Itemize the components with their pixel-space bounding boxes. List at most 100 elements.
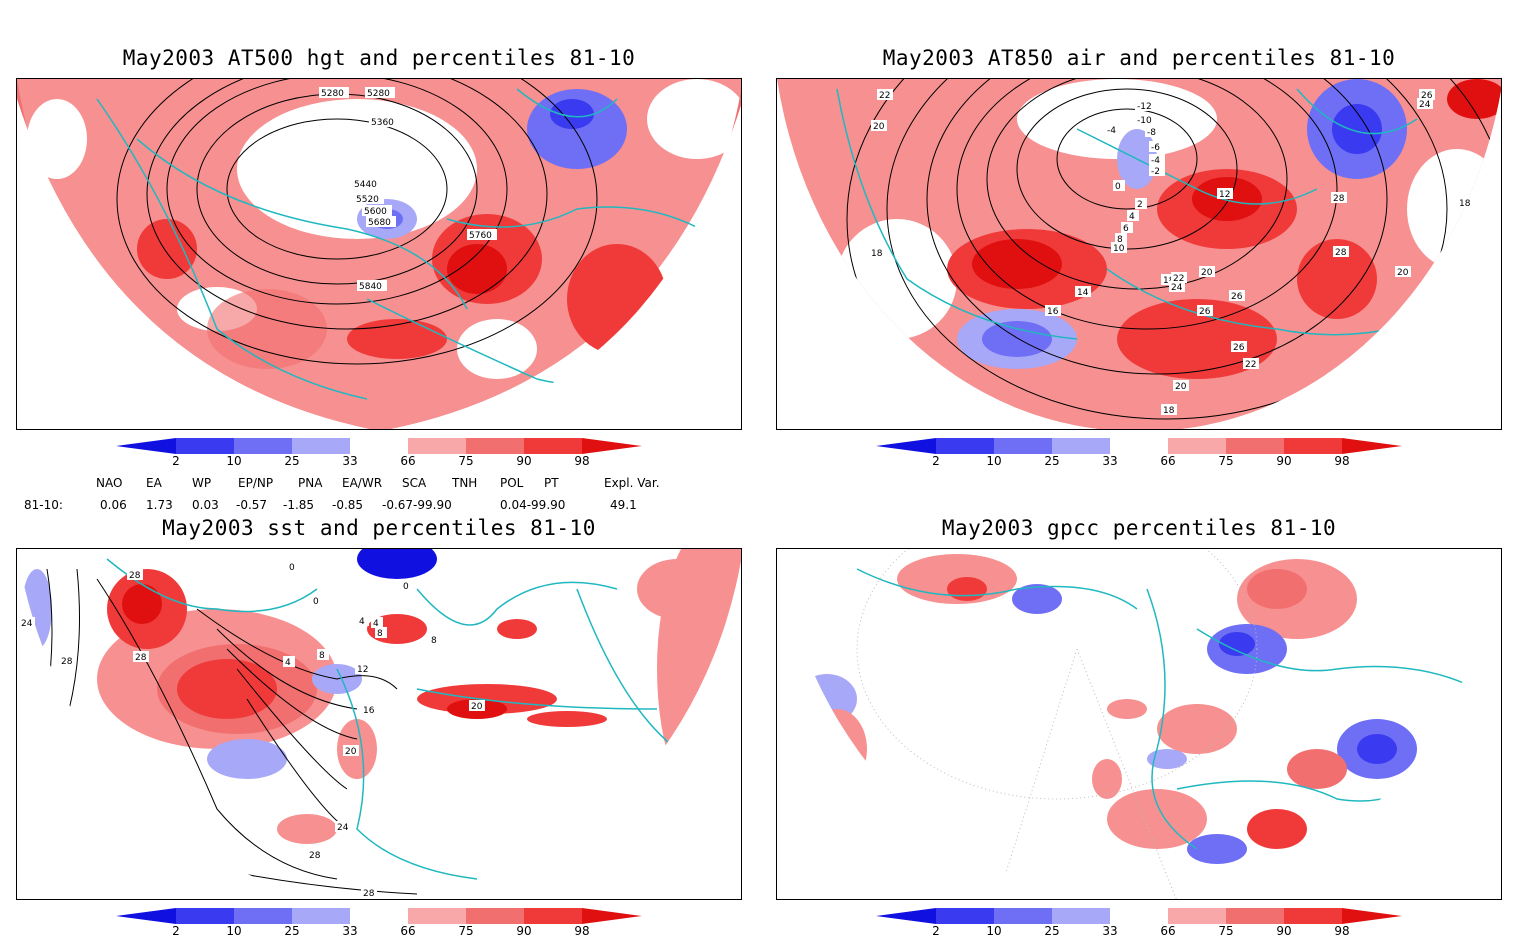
index-header: EA/WR [342,476,383,490]
svg-text:20: 20 [1201,268,1213,278]
colorbar-tick: 25 [284,454,300,468]
contour-labels-hgt: 5280 5280 5360 5440 5520 5600 5680 5760 … [319,87,497,292]
colorbar-tick: 75 [1218,924,1234,938]
colorbar-tick: 98 [1334,924,1350,938]
svg-text:8: 8 [431,636,437,646]
map-panel-gpcc [776,548,1502,900]
colorbar-swatches [876,908,1402,924]
colorbar-tick: 75 [1218,454,1234,468]
colorbar-tick: 2 [172,454,180,468]
svg-text:16: 16 [1047,307,1059,317]
colorbar-tick: 33 [1102,924,1118,938]
svg-text:20: 20 [471,702,483,712]
colorbar-tick: 10 [226,454,242,468]
colorbar-tick: 25 [284,924,300,938]
colorbar-tick: 90 [516,924,532,938]
svg-text:18: 18 [1163,276,1175,286]
svg-text:14: 14 [1077,288,1089,298]
panel-title-air: May2003 AT850 air and percentiles 81-10 [882,46,1396,70]
index-value: -0.85 [332,498,364,512]
svg-text:5440: 5440 [354,180,377,190]
svg-text:18: 18 [1163,406,1175,416]
svg-text:28: 28 [363,889,375,899]
svg-text:24: 24 [21,619,33,629]
index-header: SCA [402,476,427,490]
colorbar-bottom-right: 2 10 25 33 66 75 90 98 [876,908,1406,942]
colorbar-tick: 10 [986,454,1002,468]
svg-text:0: 0 [1115,182,1121,192]
svg-text:-4: -4 [1107,126,1116,136]
svg-text:0: 0 [313,597,319,607]
svg-text:18: 18 [871,249,883,259]
index-value: -1.85 [283,498,315,512]
index-header: POL [500,476,524,490]
svg-text:6: 6 [1123,224,1129,234]
map-panel-air: 22 20 18 -12 -10 -8 -6 -4 -4 -2 0 2 4 6 … [776,78,1502,430]
index-header: EP/NP [238,476,274,490]
svg-text:28: 28 [1335,248,1347,258]
colorbar-tick: 66 [1160,924,1176,938]
svg-text:26: 26 [1233,343,1245,353]
index-row-label: 81-10: [24,498,63,512]
map-panel-hgt: 5280 5280 5360 5440 5520 5600 5680 5760 … [16,78,742,430]
colorbar-swatches [116,438,642,454]
colorbar-tick: 90 [1276,924,1292,938]
svg-text:-10: -10 [1137,116,1152,126]
svg-text:24: 24 [1171,283,1183,293]
colorbar-tick: 75 [458,454,474,468]
svg-text:12: 12 [1219,190,1230,200]
colorbar-tick: 90 [1276,454,1292,468]
svg-text:26: 26 [1231,292,1243,302]
colorbar-tick: 2 [172,924,180,938]
svg-text:5840: 5840 [359,282,382,292]
index-value: -0.57 [236,498,268,512]
svg-text:5280: 5280 [321,89,344,99]
svg-text:24: 24 [337,823,349,833]
colorbar-tick: 10 [986,924,1002,938]
svg-text:5280: 5280 [367,89,390,99]
map-hgt: 5280 5280 5360 5440 5520 5600 5680 5760 … [17,79,741,429]
svg-text:-4: -4 [1151,156,1160,166]
map-sst: 28 28 24 28 0 0 0 4 4 8 8 4 8 12 16 20 2… [17,549,741,899]
svg-text:2: 2 [1137,200,1143,210]
colorbar-top-left: 2 10 25 33 66 75 90 98 [116,438,646,472]
index-header: Expl. Var. [604,476,660,490]
svg-text:0: 0 [289,563,295,573]
svg-text:24: 24 [1419,100,1431,110]
svg-text:5360: 5360 [371,118,394,128]
contour-labels-sst: 28 28 24 28 0 0 0 4 4 8 8 4 8 12 16 20 2… [19,561,485,899]
index-header: WP [192,476,212,490]
svg-text:-8: -8 [1147,128,1156,138]
svg-text:20: 20 [1175,382,1187,392]
svg-text:-2: -2 [1151,167,1160,177]
svg-text:5600: 5600 [364,207,387,217]
colorbar-tick: 66 [1160,454,1176,468]
index-value: 0.04-99.90 [500,498,566,512]
map-panel-sst: 28 28 24 28 0 0 0 4 4 8 8 4 8 12 16 20 2… [16,548,742,900]
svg-text:20: 20 [345,747,357,757]
svg-text:22: 22 [1245,360,1256,370]
svg-text:5680: 5680 [368,218,391,228]
colorbar-tick: 33 [1102,454,1118,468]
svg-text:12: 12 [357,665,368,675]
index-header: PNA [298,476,323,490]
index-header: EA [146,476,162,490]
colorbar-tick: 25 [1044,454,1060,468]
colorbar-tick: 33 [342,924,358,938]
index-value: 49.1 [610,498,637,512]
colorbar-tick: 10 [226,924,242,938]
svg-text:20: 20 [873,122,885,132]
index-header: TNH [452,476,478,490]
panel-title-gpcc: May2003 gpcc percentiles 81-10 [941,516,1337,540]
svg-text:22: 22 [1173,274,1184,284]
map-gpcc [777,549,1501,899]
svg-text:-6: -6 [1151,143,1160,153]
svg-text:10: 10 [1113,244,1125,254]
svg-text:8: 8 [1117,235,1123,245]
colorbar-tick: 98 [574,454,590,468]
panel-title-hgt: May2003 AT500 hgt and percentiles 81-10 [122,46,636,70]
svg-text:8: 8 [377,629,383,639]
svg-text:8: 8 [319,651,325,661]
svg-text:28: 28 [135,653,147,663]
svg-text:20: 20 [1397,268,1409,278]
